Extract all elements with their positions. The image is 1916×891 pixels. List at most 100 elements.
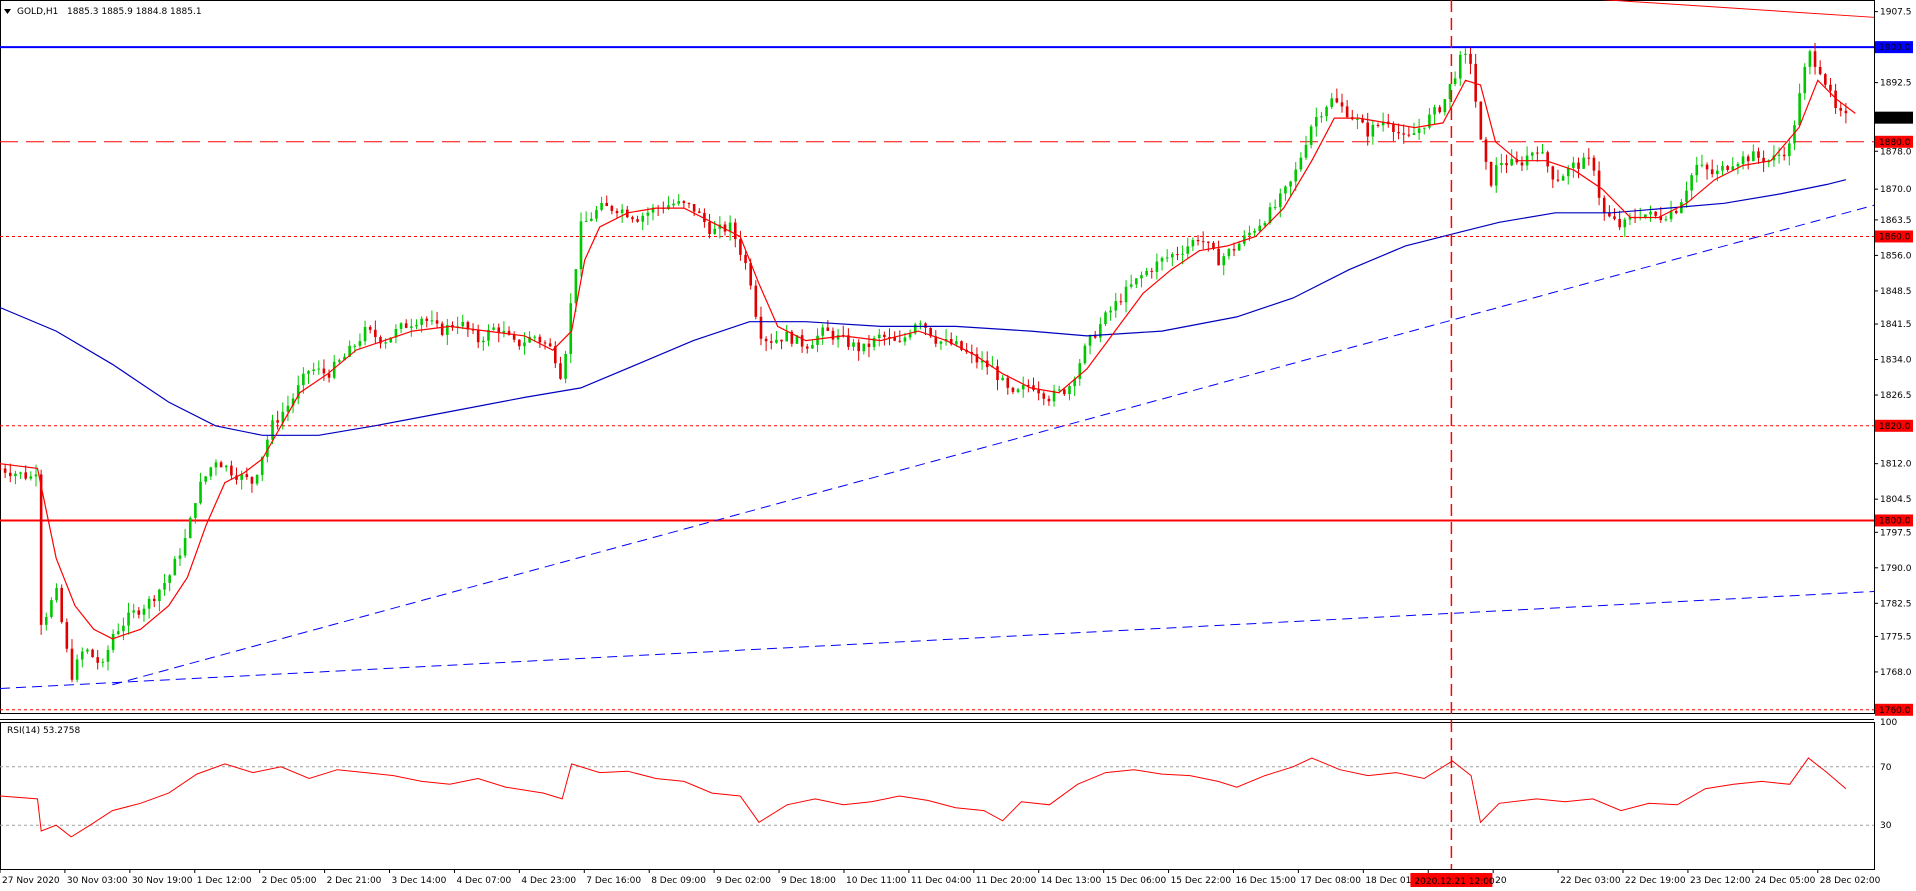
trendline-1[interactable] (112, 204, 1875, 686)
candle-body (1207, 241, 1210, 243)
candle-body (39, 474, 43, 625)
candle-body (1824, 74, 1827, 85)
candle-body (116, 631, 120, 634)
candle-body (1788, 143, 1791, 157)
candle-body (852, 342, 855, 347)
trendline-2[interactable] (0, 590, 1875, 689)
candle-body (204, 476, 207, 482)
candle-body (574, 269, 578, 304)
candle-body (1705, 164, 1709, 170)
candle-body (1325, 107, 1328, 117)
candle-body (1201, 241, 1205, 243)
candle-body (1294, 169, 1298, 182)
candle-body (1150, 270, 1154, 272)
candle-body (178, 555, 182, 559)
y-tick-label: 1790.0 (1880, 564, 1912, 574)
candle-body (1829, 84, 1832, 91)
candle-body (1068, 386, 1071, 395)
candle-body (1428, 114, 1431, 128)
candle-body (1680, 202, 1683, 214)
candle-body (919, 323, 922, 325)
candle-body (1777, 154, 1781, 156)
candle-body (610, 206, 614, 211)
y-tick-label: 1804.5 (1880, 495, 1912, 505)
candle-body (379, 337, 382, 344)
candle-body (1289, 181, 1292, 187)
candle-body (867, 343, 871, 347)
candle-body (1793, 125, 1796, 144)
candle-body (1227, 249, 1231, 257)
candle-body (368, 326, 372, 330)
candle-body (1813, 51, 1817, 67)
candle-body (1263, 222, 1267, 226)
candle-body (1340, 102, 1344, 107)
candle-body (1145, 270, 1148, 276)
x-tick-label: 22 Dec 03:00 (1560, 876, 1621, 886)
candle-body (276, 420, 279, 423)
candle-body (219, 462, 223, 468)
candle-body (173, 558, 177, 576)
trendline-3[interactable] (1569, 0, 1875, 18)
x-tick-label: 7 Dec 16:00 (586, 876, 641, 886)
candle-body (420, 318, 423, 325)
candle-body (888, 336, 891, 338)
candle-body (199, 481, 202, 504)
candle-body (523, 342, 526, 347)
candle-body (1479, 101, 1483, 140)
x-tick-label: 22 Dec 19:00 (1625, 876, 1686, 886)
level-price-box (1875, 514, 1913, 527)
candle-body (183, 538, 187, 556)
candle-body (739, 239, 742, 255)
candle-body (507, 330, 511, 335)
candle-body (1834, 90, 1837, 108)
candle-body (1381, 121, 1385, 126)
candle-body (1011, 387, 1015, 392)
candle-body (821, 327, 824, 336)
candle-body (667, 205, 670, 209)
ma-slow-line (0, 179, 1847, 436)
candle-body (1561, 176, 1565, 181)
candle-body (708, 222, 711, 234)
candle-body (106, 649, 110, 662)
candle-body (271, 420, 274, 440)
candle-body (482, 340, 485, 343)
candle-body (1546, 152, 1549, 167)
x-tick-label: 14 Dec 13:00 (1041, 876, 1102, 886)
candle-body (893, 337, 896, 341)
candle-body (913, 324, 917, 334)
current-price-box (1875, 111, 1913, 124)
candle-body (1006, 377, 1010, 388)
candle-body (816, 335, 819, 345)
candle-body (132, 610, 135, 613)
ohlc-readout: 1885.3 1885.9 1884.8 1885.1 (67, 7, 202, 17)
candle-body (327, 373, 331, 378)
x-tick-label: 9 Dec 02:00 (716, 876, 771, 886)
y-tick-label: 1775.5 (1880, 632, 1912, 642)
candle-body (399, 323, 403, 329)
candle-body (8, 472, 12, 477)
candle-body (1458, 54, 1462, 79)
candle-body (1726, 166, 1729, 170)
candle-body (733, 222, 737, 240)
candle-body (1361, 118, 1364, 123)
candle-body (1032, 385, 1035, 390)
candle-body (440, 323, 444, 335)
candle-body (1309, 126, 1313, 145)
candle-body (929, 327, 932, 337)
candle-body (651, 207, 655, 213)
candle-body (65, 622, 69, 649)
candle-body (528, 336, 531, 343)
candle-body (1530, 152, 1534, 156)
candle-body (764, 338, 768, 342)
candle-body (163, 582, 166, 590)
rsi-axis-label-30: 30 (1880, 821, 1892, 831)
triangle-down-icon[interactable] (4, 9, 11, 14)
y-tick-label: 1856.0 (1880, 251, 1912, 261)
candle-body (1818, 66, 1822, 75)
candle-body (636, 219, 639, 222)
candle-body (410, 326, 413, 328)
x-tick-label: 16 Dec 15:00 (1235, 876, 1296, 886)
candle-body (1566, 167, 1570, 177)
candle-body (533, 336, 537, 338)
